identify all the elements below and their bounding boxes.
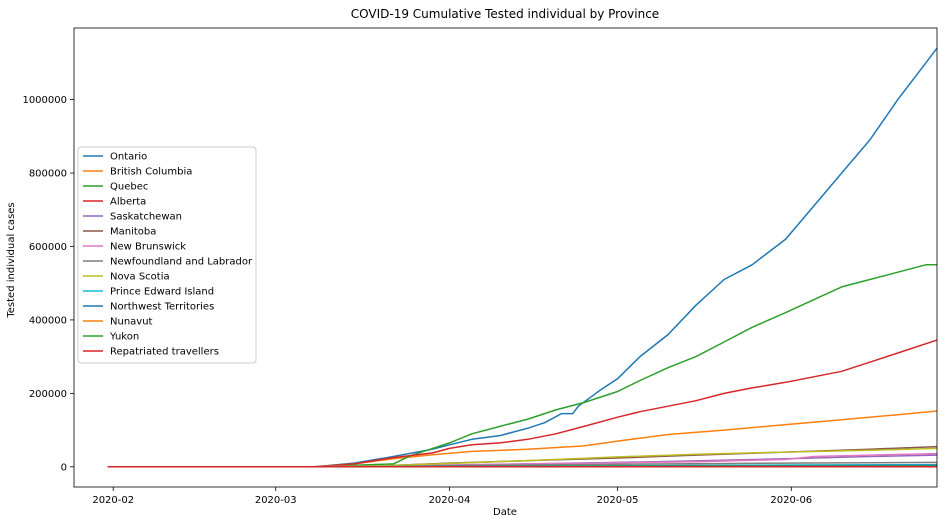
legend-entry: Alberta xyxy=(110,197,146,208)
y-tick-label: 200000 xyxy=(29,389,67,400)
y-tick-label: 400000 xyxy=(29,315,67,326)
x-tick-label: 2020-05 xyxy=(597,495,639,506)
legend-entry: Saskatchewan xyxy=(110,212,182,223)
x-axis-label: Date xyxy=(493,507,517,518)
legend: Ontario British Columbia Quebec Alberta Sask… xyxy=(77,146,257,364)
series-layer xyxy=(107,47,938,468)
y-axis-label: Tested individual cases xyxy=(6,202,17,318)
legend-entry: British Columbia xyxy=(110,167,192,178)
x-tick-label: 2020-06 xyxy=(770,495,812,506)
y-tick-label: 600000 xyxy=(29,242,67,253)
series-line-2 xyxy=(107,264,937,468)
legend-entry: Newfoundland and Labrador xyxy=(110,257,253,268)
series-line-3 xyxy=(107,339,938,468)
x-tick-label: 2020-03 xyxy=(255,495,297,506)
legend-entry: Manitoba xyxy=(110,227,156,238)
legend-entry: Quebec xyxy=(110,182,148,193)
legend-entry: Yukon xyxy=(109,332,139,343)
legend-entry: Ontario xyxy=(110,152,147,163)
axes-layer: 2020-02 2020-03 2020-04 2020-05 2020-06 0 2000… xyxy=(22,27,938,506)
y-tick-label: 0 xyxy=(61,462,67,473)
legend-entry: Repatriated travellers xyxy=(110,347,219,358)
legend-entry: Nunavut xyxy=(110,317,153,328)
chart-title: COVID-19 Cumulative Tested individual by… xyxy=(351,7,659,21)
y-tick-label: 800000 xyxy=(29,169,67,180)
series-line-0 xyxy=(107,47,938,468)
x-tick-label: 2020-04 xyxy=(429,495,471,506)
x-tick-label: 2020-02 xyxy=(92,495,134,506)
legend-box xyxy=(77,146,257,364)
plot-frame xyxy=(73,27,938,488)
legend-entry: Nova Scotia xyxy=(110,272,170,283)
legend-entry: Prince Edward Island xyxy=(110,287,214,298)
legend-entry: Northwest Territories xyxy=(110,302,214,313)
legend-entry: New Brunswick xyxy=(110,242,186,253)
y-tick-label: 1000000 xyxy=(22,95,67,106)
